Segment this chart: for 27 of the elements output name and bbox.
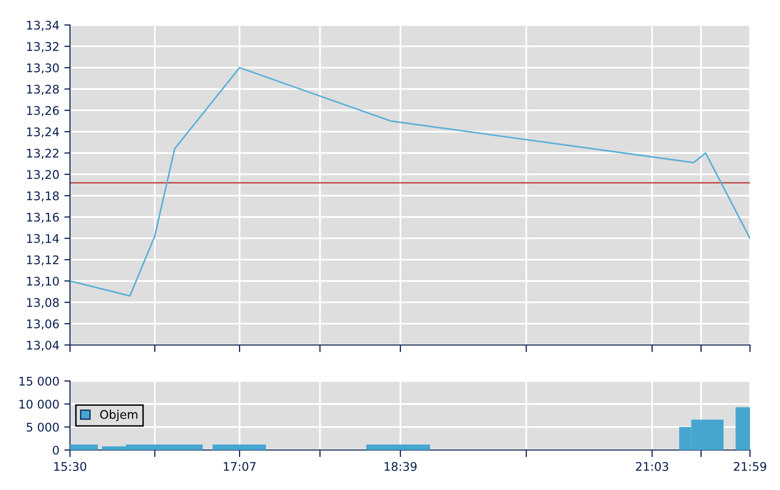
y-tick-label: 13,18 bbox=[27, 191, 59, 202]
y-tick-label: 13,12 bbox=[27, 255, 58, 266]
y-tick-label: 0 bbox=[52, 446, 59, 455]
y-tick-label: 13,28 bbox=[27, 84, 59, 95]
y-tick-label: 13,30 bbox=[27, 63, 59, 74]
legend-label: Objem bbox=[100, 410, 138, 422]
line-series bbox=[70, 66, 750, 297]
y-tick-label: 10 000 bbox=[20, 400, 59, 409]
y-tick-label: 13,10 bbox=[27, 276, 59, 287]
y-tick-label: 13,26 bbox=[27, 106, 59, 116]
y-tick-label: 5 000 bbox=[26, 422, 59, 432]
x-tick-label: 15:30 bbox=[54, 462, 86, 471]
x-tick-label: 21:59 bbox=[734, 462, 766, 471]
y-tick-label: 13,20 bbox=[27, 170, 59, 180]
x-tick-label: 18:39 bbox=[384, 462, 417, 471]
y-tick-label: 15 000 bbox=[20, 376, 59, 386]
y-tick-label: 13,14 bbox=[27, 234, 59, 244]
x-tick-label: 17:07 bbox=[224, 462, 256, 471]
y-tick-label: 13,22 bbox=[27, 148, 58, 159]
y-tick-label: 13,06 bbox=[27, 319, 59, 330]
y-tick-label: 13,16 bbox=[27, 212, 59, 223]
y-tick-label: 13,32 bbox=[27, 42, 58, 52]
y-tick-label: 13,04 bbox=[27, 340, 59, 351]
y-tick-label: 13,34 bbox=[27, 20, 59, 31]
y-tick-label: 13,08 bbox=[27, 298, 59, 308]
x-tick-label: 21:03 bbox=[636, 462, 668, 471]
y-tick-label: 13,24 bbox=[27, 127, 59, 138]
